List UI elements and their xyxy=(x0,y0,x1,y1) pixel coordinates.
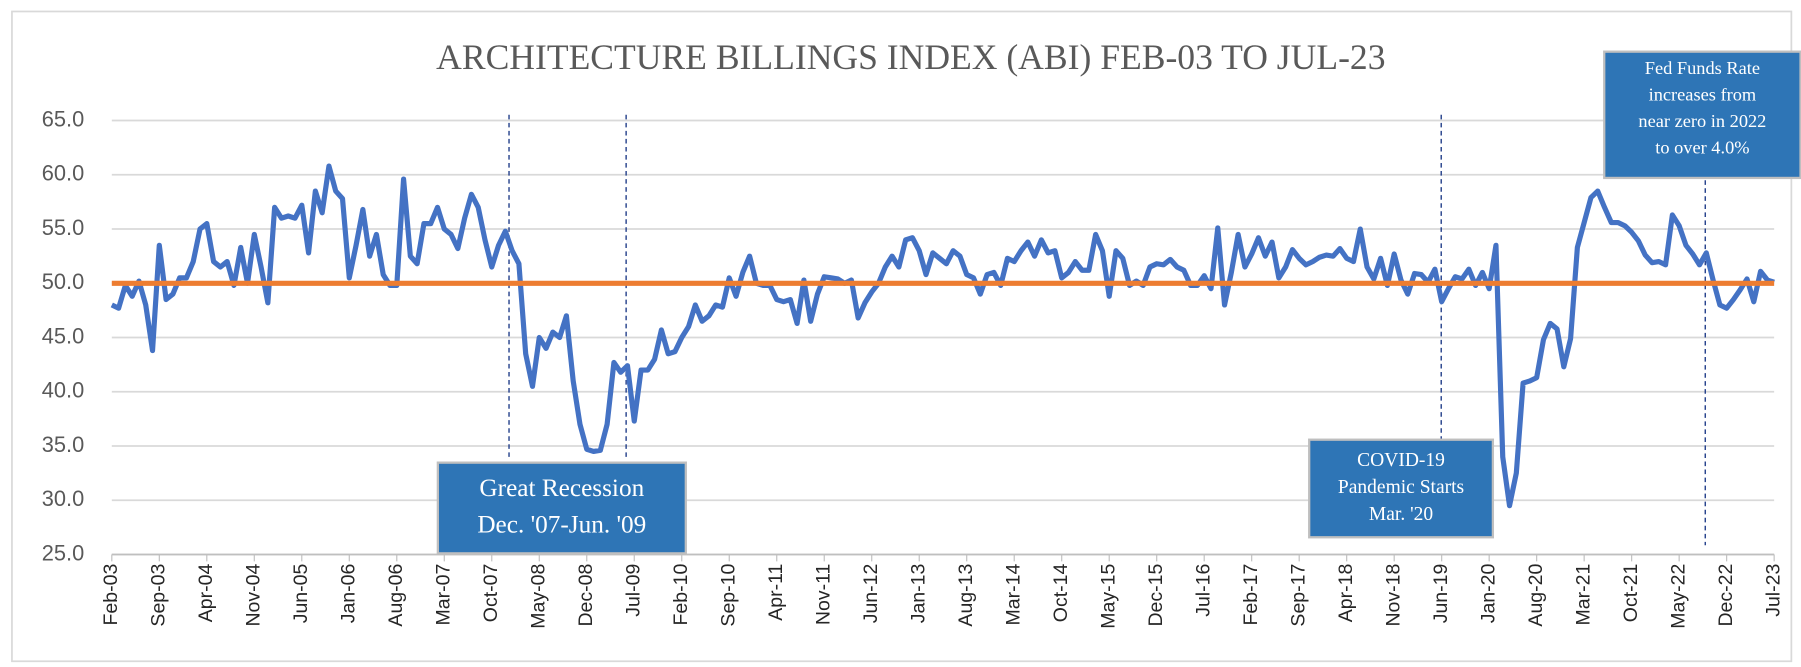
y-tick-label: 60.0 xyxy=(42,161,84,186)
x-tick-label: Jun-05 xyxy=(290,564,312,624)
annotation-box xyxy=(1308,438,1495,539)
x-tick-label: Jul-16 xyxy=(1192,564,1214,617)
x-tick-label: Oct-21 xyxy=(1620,564,1642,623)
x-tick-label: Sep-10 xyxy=(717,564,739,627)
x-tick-label: Oct-14 xyxy=(1050,564,1072,623)
x-tick-label: Aug-06 xyxy=(385,564,407,627)
x-tick-label: Dec-15 xyxy=(1145,564,1167,627)
y-tick-label: 45.0 xyxy=(42,323,84,348)
x-tick-label: Mar-21 xyxy=(1572,564,1594,626)
x-tick-label: Jun-12 xyxy=(860,564,882,624)
x-tick-label: Dec-08 xyxy=(575,564,597,627)
annotation-text: Dec. '07-Jun. '09 xyxy=(477,511,646,539)
y-tick-label: 25.0 xyxy=(42,540,84,565)
x-tick-label: Apr-04 xyxy=(195,564,217,623)
x-tick-label: Jan-06 xyxy=(337,564,359,624)
y-tick-label: 30.0 xyxy=(42,486,84,511)
x-tick-label: Mar-14 xyxy=(1002,564,1024,626)
x-tick-label: Jun-19 xyxy=(1430,564,1452,624)
annotation-box xyxy=(436,461,687,555)
annotation-text: Fed Funds Rate xyxy=(1645,58,1760,78)
x-tick-label: Dec-22 xyxy=(1715,564,1737,627)
x-tick-label: Jul-23 xyxy=(1762,564,1784,617)
x-tick-label: Nov-04 xyxy=(242,564,264,627)
annotation-text: Pandemic Starts xyxy=(1338,477,1464,498)
y-tick-label: 65.0 xyxy=(42,106,84,131)
annotation-text: increases from xyxy=(1649,85,1757,105)
x-tick-label: Apr-11 xyxy=(765,564,787,621)
x-tick-label: Aug-20 xyxy=(1525,564,1547,627)
x-tick-label: Nov-11 xyxy=(812,564,834,625)
x-tick-label: Jan-20 xyxy=(1477,564,1499,624)
x-tick-label: May-15 xyxy=(1097,564,1119,629)
x-tick-label: Feb-17 xyxy=(1240,564,1262,626)
annotation-text: near zero in 2022 xyxy=(1638,111,1766,131)
x-tick-label: Oct-07 xyxy=(480,564,502,623)
y-tick-label: 35.0 xyxy=(42,432,84,457)
x-tick-label: Apr-18 xyxy=(1335,564,1357,623)
x-tick-label: May-08 xyxy=(527,564,549,629)
x-tick-label: Sep-03 xyxy=(147,564,169,627)
x-tick-label: Feb-10 xyxy=(670,564,692,626)
y-tick-label: 50.0 xyxy=(42,269,84,294)
x-tick-label: Jan-13 xyxy=(907,564,929,624)
x-tick-label: Aug-13 xyxy=(955,564,977,627)
x-tick-label: Jul-09 xyxy=(622,564,644,617)
x-tick-label: Feb-03 xyxy=(100,564,122,626)
annotation-text: Mar. '20 xyxy=(1369,504,1433,525)
x-tick-label: Sep-17 xyxy=(1287,564,1309,627)
annotation-text: to over 4.0% xyxy=(1655,137,1749,157)
x-tick-label: Mar-07 xyxy=(432,564,454,626)
y-tick-label: 55.0 xyxy=(42,215,84,240)
annotation-text: COVID-19 xyxy=(1357,450,1445,471)
x-tick-label: Nov-18 xyxy=(1382,564,1404,627)
x-tick-label: May-22 xyxy=(1667,564,1689,629)
annotation-text: Great Recession xyxy=(479,474,644,502)
chart-title: ARCHITECTURE BILLINGS INDEX (ABI) FEB-03… xyxy=(436,37,1385,77)
y-tick-label: 40.0 xyxy=(42,378,84,403)
annotation-box xyxy=(1603,50,1801,180)
